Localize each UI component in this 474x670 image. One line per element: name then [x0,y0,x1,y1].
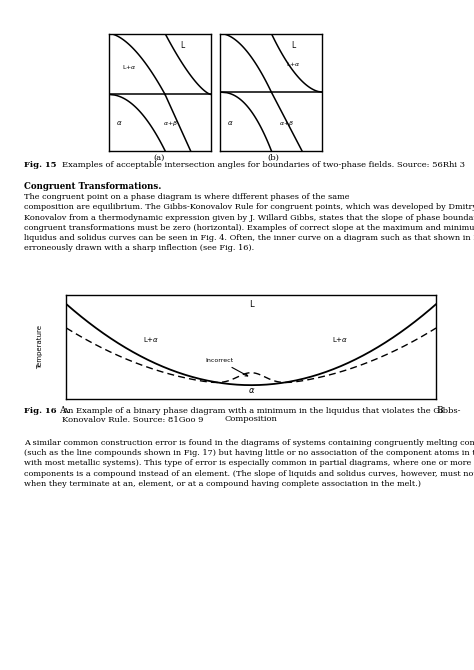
Text: Incorrect: Incorrect [206,358,248,376]
Text: $\alpha$: $\alpha$ [228,119,234,127]
Text: L+$\alpha$: L+$\alpha$ [332,334,348,344]
Text: L+$\alpha$: L+$\alpha$ [122,63,137,70]
Text: $\alpha$+$\beta$: $\alpha$+$\beta$ [163,119,178,128]
Text: Composition: Composition [225,415,278,423]
Text: L+$\alpha$: L+$\alpha$ [143,334,160,344]
Text: A: A [59,406,66,415]
Text: L: L [249,300,254,310]
Text: $\alpha$: $\alpha$ [247,386,255,395]
Text: A similar common construction error is found in the diagrams of systems containi: A similar common construction error is f… [24,439,474,488]
Text: Congruent Transformations.: Congruent Transformations. [24,182,161,191]
Text: L: L [292,41,296,50]
Text: L+$\alpha$: L+$\alpha$ [286,60,301,68]
Text: (b): (b) [267,153,280,161]
Text: $\alpha$+$\beta$: $\alpha$+$\beta$ [279,119,294,128]
Text: Fig. 16: Fig. 16 [24,407,56,415]
Text: Fig. 15: Fig. 15 [24,161,56,169]
Text: An Example of a binary phase diagram with a minimum in the liquidus that violate: An Example of a binary phase diagram wit… [62,407,460,424]
Text: L: L [180,41,184,50]
Text: $\alpha$: $\alpha$ [116,119,122,127]
Text: The congruent point on a phase diagram is where different phases of the same
com: The congruent point on a phase diagram i… [24,193,474,253]
Text: Temperature: Temperature [37,325,44,368]
Text: B: B [437,406,443,415]
Text: (a): (a) [153,153,164,161]
Text: Examples of acceptable intersection angles for boundaries of two-phase fields. S: Examples of acceptable intersection angl… [62,161,465,169]
